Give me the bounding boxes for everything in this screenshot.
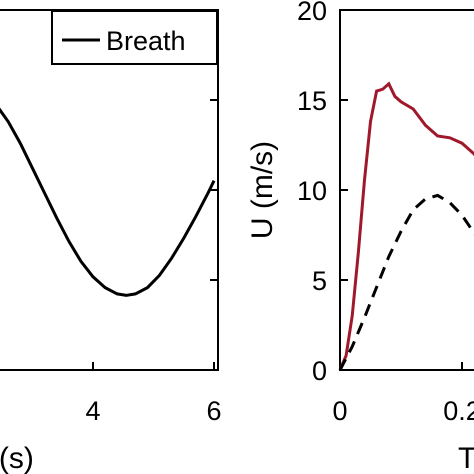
left-axis-ticks xyxy=(92,99,218,370)
left-x-tick-label-6: 6 xyxy=(206,396,221,426)
breath-series-line xyxy=(0,107,216,297)
red-solid-series-line xyxy=(338,81,474,371)
legend-label-breath: Breath xyxy=(106,26,186,56)
left-x-axis-title: Time (s) xyxy=(0,442,34,474)
right-axis-ticks xyxy=(339,9,463,371)
black-dashed-series-line xyxy=(338,193,474,371)
legend: Breath xyxy=(51,10,218,65)
right-x-axis-title: T xyxy=(458,442,474,474)
right-x-tick-label-0: 0 xyxy=(332,396,347,426)
y-tick-label-0: 0 xyxy=(312,356,327,386)
right-x-tick-label-0.2: 0.2 xyxy=(443,396,474,426)
right-y-axis-title: U (m/s) xyxy=(246,141,279,239)
y-tick-label-5: 5 xyxy=(312,266,327,296)
y-tick-label-20: 20 xyxy=(297,0,327,26)
y-tick-label-10: 10 xyxy=(297,176,327,206)
right-plot-frame xyxy=(339,9,474,371)
y-tick-label-15: 15 xyxy=(297,86,327,116)
right-chart-panel: 0 5 10 15 20 U (m/s) 0 0.2 T xyxy=(246,0,474,474)
legend-box xyxy=(51,10,218,65)
left-chart-panel: 4 6 Time (s) Breath xyxy=(0,9,222,474)
left-x-tick-label-4: 4 xyxy=(85,396,100,426)
